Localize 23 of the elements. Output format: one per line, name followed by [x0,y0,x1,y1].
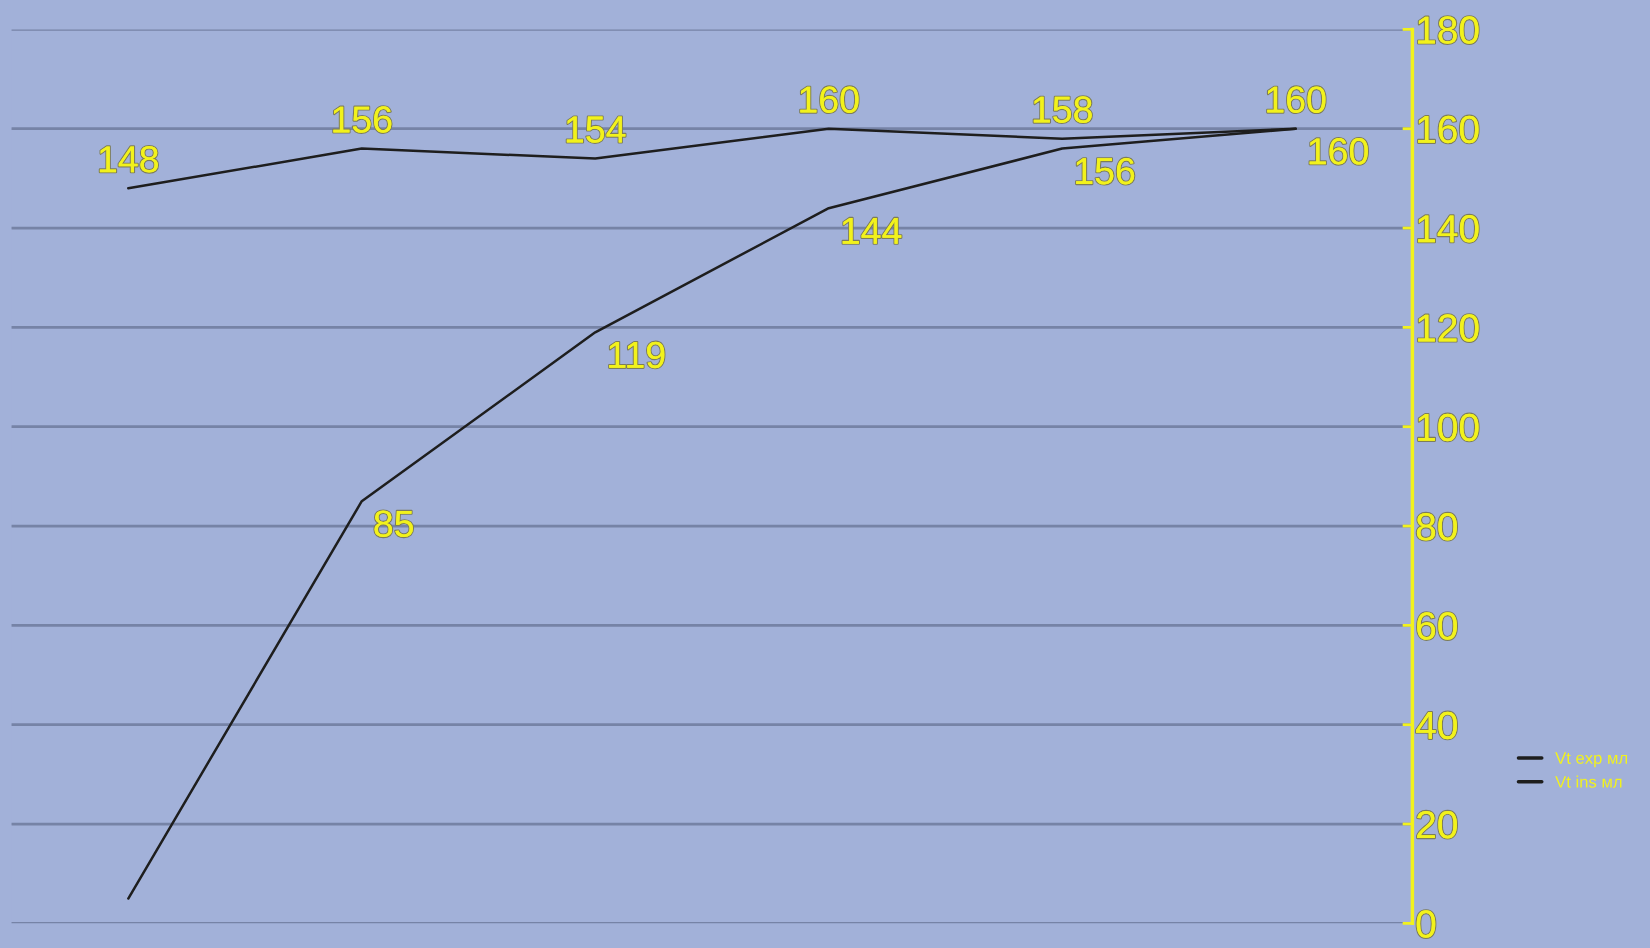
data-label: 119 [609,341,665,369]
data-label: 85 [374,510,414,538]
y-tick-label: 20 [1417,810,1457,839]
y-tick-label: 180 [1418,16,1479,44]
data-label: 160 [1267,86,1326,113]
data-label: 156 [1076,157,1135,185]
y-tick-label: 40 [1416,711,1457,740]
data-label: 160 [800,86,859,113]
data-label: 144 [842,217,902,244]
y-tick-label: 60 [1417,612,1457,640]
data-label: 156 [333,106,392,133]
y-tick-label: 100 [1418,413,1479,442]
y-tick-label: 160 [1418,115,1479,144]
y-tick-label: 140 [1418,214,1479,243]
y-tick-label: 0 [1416,910,1436,938]
data-label: 158 [1033,96,1092,123]
data-label: 160 [1309,138,1368,165]
legend-label: Vt ins мл [1555,775,1622,788]
data-label: 148 [99,146,158,173]
y-tick-label: 80 [1416,512,1457,541]
legend-label: Vt exp мл [1555,752,1628,768]
data-label: 154 [566,116,626,143]
y-tick-label: 120 [1418,314,1479,342]
